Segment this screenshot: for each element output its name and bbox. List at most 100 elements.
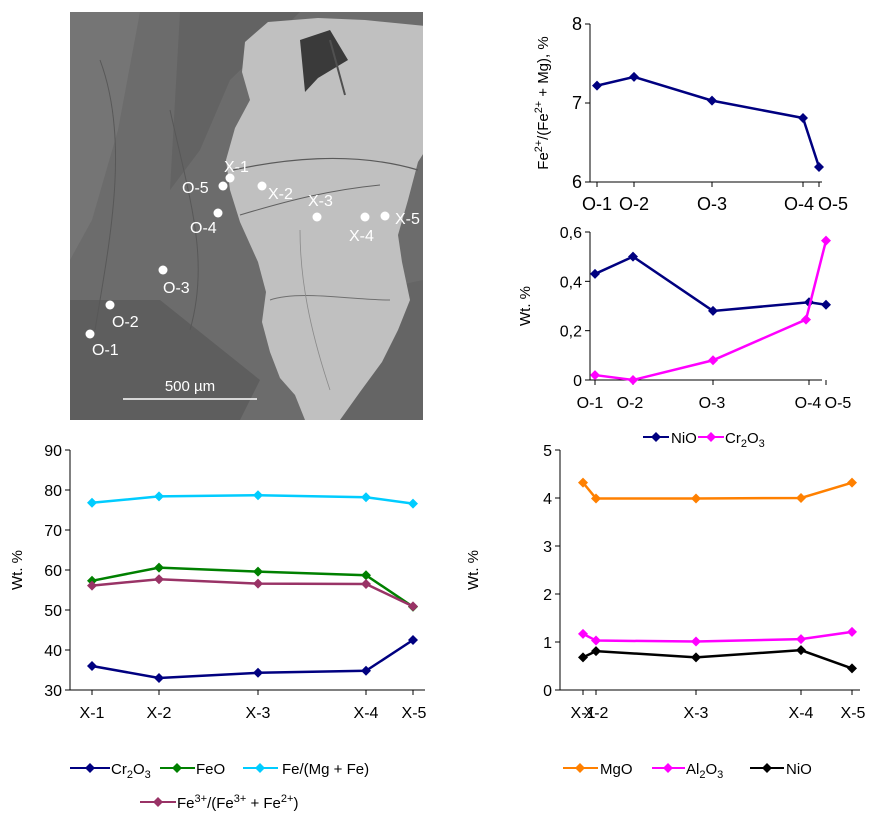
data-point bbox=[361, 492, 371, 503]
y-tick-label: 0,2 bbox=[560, 324, 582, 341]
data-point bbox=[590, 370, 600, 381]
y-axis-label: Wt. % bbox=[465, 550, 482, 590]
data-point bbox=[590, 268, 600, 279]
legend-item-mgo: MgO bbox=[600, 761, 633, 778]
x-tick-label: X-5 bbox=[841, 705, 866, 722]
analysis-point-o-3 bbox=[158, 265, 168, 275]
y-tick-label: 90 bbox=[44, 443, 62, 460]
y-tick-label: 70 bbox=[44, 523, 62, 540]
series-line-nio bbox=[582, 648, 853, 670]
chart-olivine-nio-cr2o3: 0 0,2 0,4 0,6 O-1 O-2 O-3 O-4 O-5 Wt. % bbox=[517, 225, 851, 412]
x-tick-label: X-4 bbox=[789, 705, 814, 722]
y-tick-label: 40 bbox=[44, 643, 62, 660]
data-point bbox=[708, 305, 718, 316]
x-tick-label: X-2 bbox=[584, 705, 609, 722]
y-tick-label: 1 bbox=[543, 635, 552, 652]
y-tick-label: 8 bbox=[572, 14, 582, 34]
x-tick-label: O-1 bbox=[582, 194, 612, 214]
legend-item-feo: FeO bbox=[196, 761, 225, 778]
y-tick-label: 6 bbox=[572, 172, 582, 192]
x-tick-label: X-3 bbox=[246, 705, 271, 722]
legend-bottom-left: Cr2O3 FeO Fe/(Mg + Fe) Fe3+/(Fe3+ + Fe2+… bbox=[70, 761, 369, 812]
x-tick-label: X-4 bbox=[354, 705, 379, 722]
x-tick-label: O-3 bbox=[697, 194, 727, 214]
series-line bbox=[596, 75, 821, 168]
analysis-point-x-4 bbox=[360, 212, 370, 222]
y-tick-label: 2 bbox=[543, 587, 552, 604]
data-point bbox=[154, 491, 164, 502]
sem-micrograph: 500 µm O-1 O-2 O-3 O-4 O-5 X-1 X-2 X-3 X-4 X-5 bbox=[70, 12, 423, 420]
y-tick-label: 5 bbox=[543, 443, 552, 460]
x-tick-label: O-5 bbox=[825, 395, 852, 412]
x-tick-label: X-1 bbox=[571, 705, 596, 722]
x-tick-label: O-3 bbox=[699, 395, 726, 412]
y-tick-label: 60 bbox=[44, 563, 62, 580]
x-tick-label: O-4 bbox=[795, 395, 822, 412]
x-tick-label: X-3 bbox=[684, 705, 709, 722]
series-line-nio bbox=[594, 255, 827, 313]
data-point bbox=[578, 628, 588, 639]
data-point bbox=[628, 251, 638, 262]
scale-bar-label: 500 µm bbox=[165, 378, 215, 395]
chart-fe2-ratio: 6 7 8 O-1 O-2 O-3 O-4 O-5 Fe2+/(Fe2+ + Mg), % bbox=[533, 14, 848, 214]
data-point bbox=[796, 634, 806, 645]
data-point bbox=[408, 635, 418, 645]
data-point bbox=[578, 652, 588, 663]
analysis-point-label: O-1 bbox=[92, 342, 119, 359]
legend-item-fe3-ratio: Fe3+/(Fe3+ + Fe2+) bbox=[177, 793, 298, 812]
data-point bbox=[408, 498, 418, 509]
data-point bbox=[814, 161, 824, 172]
analysis-point-label: O-3 bbox=[163, 280, 190, 297]
data-point bbox=[798, 113, 808, 124]
y-tick-label: 4 bbox=[543, 491, 552, 508]
analysis-point-label: X-5 bbox=[395, 211, 420, 228]
legend-item-cr2o3: Cr2O3 bbox=[725, 430, 765, 450]
legend-bottom-right: MgO Al2O3 NiO bbox=[563, 761, 812, 781]
chromite-grain bbox=[226, 18, 423, 420]
x-tick-label: O-2 bbox=[619, 194, 649, 214]
data-point bbox=[154, 673, 164, 683]
analysis-point-x-3 bbox=[312, 212, 322, 222]
legend-top-right: NiO Cr2O3 bbox=[643, 430, 765, 450]
data-point bbox=[821, 299, 831, 310]
data-point bbox=[591, 635, 601, 646]
legend-item-al2o3: Al2O3 bbox=[686, 761, 723, 781]
data-point bbox=[847, 626, 857, 637]
analysis-point-x-2 bbox=[257, 181, 267, 191]
data-point bbox=[591, 646, 601, 657]
analysis-point-label: O-4 bbox=[190, 220, 217, 237]
data-point bbox=[801, 314, 811, 325]
data-point bbox=[708, 355, 718, 366]
analysis-point-o-1 bbox=[85, 329, 95, 339]
data-point bbox=[691, 493, 701, 504]
y-tick-label: 0 bbox=[573, 373, 582, 390]
x-tick-label: O-2 bbox=[617, 395, 644, 412]
data-point bbox=[361, 579, 371, 589]
data-point bbox=[821, 235, 831, 246]
data-point bbox=[87, 580, 97, 591]
data-point bbox=[87, 497, 97, 508]
legend-item-cr2o3-spinel: Cr2O3 bbox=[111, 761, 151, 781]
data-point bbox=[796, 493, 806, 503]
data-point bbox=[847, 477, 857, 488]
data-point bbox=[253, 566, 263, 577]
series-line-al2o3 bbox=[582, 630, 853, 643]
x-tick-label: X-2 bbox=[147, 705, 172, 722]
analysis-point-label: X-3 bbox=[308, 193, 333, 210]
y-axis-label: Fe2+/(Fe2+ + Mg), % bbox=[533, 36, 552, 169]
data-point bbox=[629, 71, 639, 82]
y-tick-label: 0 bbox=[543, 683, 552, 700]
analysis-point-x-1 bbox=[225, 173, 235, 183]
y-tick-label: 30 bbox=[44, 683, 62, 700]
x-tick-label: O-5 bbox=[818, 194, 848, 214]
y-tick-label: 50 bbox=[44, 603, 62, 620]
data-point bbox=[592, 80, 602, 91]
data-point bbox=[253, 578, 263, 589]
data-point bbox=[154, 562, 164, 573]
data-point bbox=[253, 667, 263, 678]
series-line-mgo bbox=[582, 481, 853, 500]
analysis-point-label: O-2 bbox=[112, 314, 139, 331]
data-point bbox=[691, 652, 701, 663]
y-axis-label: Wt. % bbox=[9, 550, 26, 590]
analysis-point-label: O-5 bbox=[182, 180, 209, 197]
